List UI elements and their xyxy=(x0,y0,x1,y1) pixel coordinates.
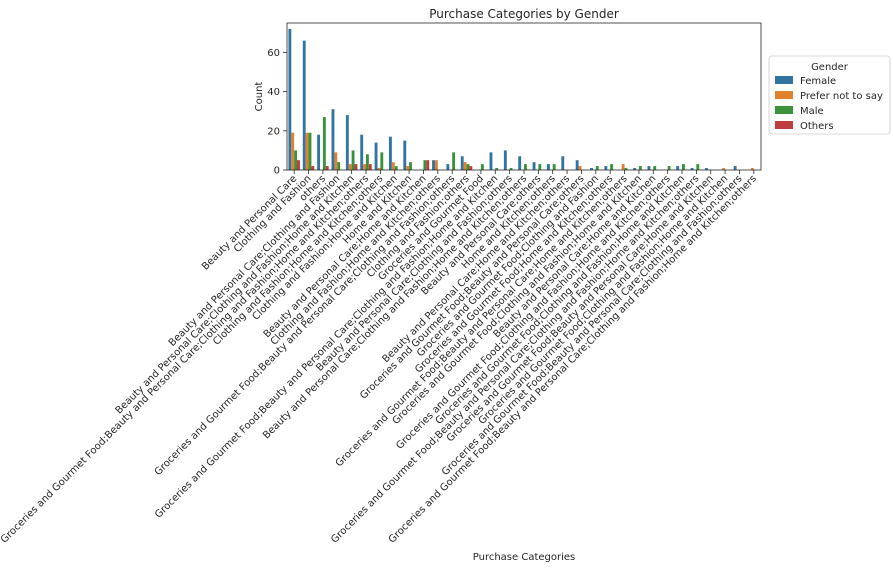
legend-title: Gender xyxy=(811,62,849,73)
bar-female xyxy=(604,166,608,170)
bar-female xyxy=(546,164,550,170)
bar-female xyxy=(446,164,450,170)
bar-female xyxy=(590,168,593,170)
bar-prefer-not-to-say xyxy=(305,132,309,170)
legend-label: Male xyxy=(800,106,824,117)
bar-others xyxy=(297,160,300,170)
bar-female xyxy=(331,109,335,170)
bar-female xyxy=(690,168,694,170)
bar-male xyxy=(452,152,456,170)
bar-female xyxy=(288,28,292,170)
legend-label: Others xyxy=(800,121,834,132)
bar-female xyxy=(561,156,565,170)
legend-swatch xyxy=(775,91,793,99)
bar-prefer-not-to-say xyxy=(391,162,395,170)
legend-label: Prefer not to say xyxy=(800,91,883,102)
bar-female xyxy=(647,166,651,170)
bar-prefer-not-to-say xyxy=(406,166,410,170)
bar-others xyxy=(325,166,329,170)
bar-male xyxy=(308,132,312,170)
y-axis-title: Count xyxy=(254,82,265,112)
bar-prefer-not-to-say xyxy=(578,166,582,170)
plot-frame xyxy=(286,22,762,171)
bar-female xyxy=(302,40,306,170)
bar-male xyxy=(696,164,700,170)
legend-frame xyxy=(768,55,891,135)
bar-male xyxy=(337,162,341,170)
bar-male xyxy=(638,166,642,170)
bar-male xyxy=(495,168,499,170)
bar-male xyxy=(322,117,326,170)
bar-male xyxy=(294,150,298,170)
legend-label: Female xyxy=(800,76,836,87)
bar-prefer-not-to-say xyxy=(291,132,295,170)
y-tick-label: 60 xyxy=(267,48,280,59)
bar-male xyxy=(682,164,685,170)
bar-prefer-not-to-say xyxy=(377,168,381,170)
y-tick-label: 40 xyxy=(267,87,280,98)
bar-female xyxy=(518,156,522,170)
y-axis: 0 20 40 60 xyxy=(267,48,287,177)
bar-male xyxy=(480,164,484,170)
bar-female xyxy=(403,140,407,170)
bar-male xyxy=(667,166,671,170)
y-tick-label: 0 xyxy=(274,166,280,177)
bars xyxy=(288,28,754,170)
bar-female xyxy=(317,134,321,170)
bar-female xyxy=(388,136,392,170)
bar-others xyxy=(311,166,315,170)
bar-female xyxy=(345,115,349,170)
bar-male xyxy=(466,164,470,170)
legend-swatch xyxy=(775,121,793,129)
bar-prefer-not-to-say xyxy=(363,164,366,170)
legend: Gender Female Prefer not to say Male Others xyxy=(768,55,891,135)
bar-female xyxy=(733,166,737,170)
legend-swatch xyxy=(775,76,793,84)
bar-female xyxy=(532,162,536,170)
bar-others xyxy=(469,166,473,170)
bar-male xyxy=(394,166,398,170)
bar-others xyxy=(368,164,372,170)
bar-prefer-not-to-say xyxy=(750,168,754,170)
bar-female xyxy=(432,160,435,170)
bar-prefer-not-to-say xyxy=(463,162,467,170)
y-tick-label: 20 xyxy=(267,126,280,137)
bar-prefer-not-to-say xyxy=(348,164,352,170)
bar-male xyxy=(538,164,542,170)
bar-female xyxy=(360,134,364,170)
bar-male xyxy=(366,154,369,170)
bar-male xyxy=(595,166,599,170)
bar-others xyxy=(354,164,358,170)
bar-prefer-not-to-say xyxy=(334,152,338,170)
bar-male xyxy=(524,164,527,170)
bar-others xyxy=(426,160,430,170)
bar-female xyxy=(575,160,579,170)
bar-female xyxy=(460,156,464,170)
x-axis-title: Purchase Categories xyxy=(473,552,576,563)
bar-male xyxy=(552,164,556,170)
bar-female xyxy=(489,152,493,170)
bar-male xyxy=(380,152,384,170)
bar-prefer-not-to-say xyxy=(722,168,726,170)
bar-male xyxy=(409,162,412,170)
bar-female xyxy=(676,166,680,170)
bar-male xyxy=(423,160,427,170)
bar-male xyxy=(351,150,355,170)
bar-female xyxy=(503,150,507,170)
bar-male xyxy=(509,168,513,170)
bar-prefer-not-to-say xyxy=(434,160,438,170)
chart-title: Purchase Categories by Gender xyxy=(429,7,619,21)
bar-male xyxy=(653,166,657,170)
legend-swatch xyxy=(775,106,793,114)
bar-prefer-not-to-say xyxy=(621,164,625,170)
bar-female xyxy=(374,142,378,170)
bar-male xyxy=(624,168,628,170)
bar-female xyxy=(704,168,708,170)
bar-male xyxy=(610,164,614,170)
bar-female xyxy=(633,168,637,170)
